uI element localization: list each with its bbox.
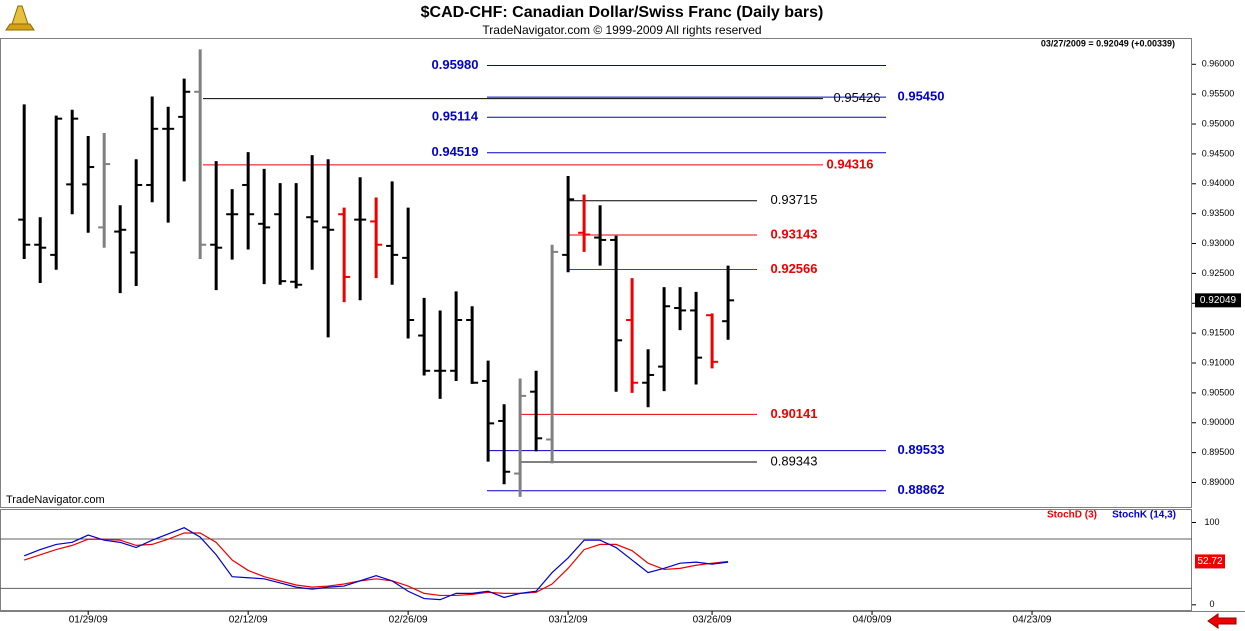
last-value-label: 52.72 <box>1197 556 1222 567</box>
y-tick-label: 0.89500 <box>1202 447 1235 457</box>
level-label: 0.95114 <box>432 109 479 124</box>
level-label: 0.94519 <box>432 144 479 159</box>
y-tick-label: 0.95000 <box>1202 118 1235 128</box>
x-tick-label: 04/09/09 <box>853 615 892 626</box>
last-value-box <box>1195 554 1225 569</box>
y-tick-label: 0.94500 <box>1202 148 1235 158</box>
y-tick-label: 0.90500 <box>1202 387 1235 397</box>
info: 03/27/2009 = 0.92049 (+0.00339) <box>1041 38 1175 48</box>
level-label: 0.95450 <box>898 89 945 104</box>
stoch-line <box>23 527 729 601</box>
legend-entry: StochK (14,3) <box>1112 510 1176 521</box>
level-label: 0.90141 <box>771 406 818 421</box>
level-label: 0.93143 <box>771 226 818 241</box>
x-tick-label: 02/12/09 <box>229 615 268 626</box>
last-price-box <box>1195 293 1241 308</box>
x-tick-label: 01/29/09 <box>69 615 108 626</box>
y-tick-label: 0.93000 <box>1202 238 1235 248</box>
y-tick-label: 0.91500 <box>1202 328 1235 338</box>
stoch-panel <box>0 509 1192 611</box>
y-tick-label: 0.90000 <box>1202 417 1235 427</box>
scroll-arrow[interactable] <box>1207 613 1237 629</box>
x-tick-label: 03/26/09 <box>693 615 732 626</box>
watermark: TradeNavigator.com <box>6 494 105 506</box>
level-label: 0.95980 <box>432 57 479 72</box>
level-label: 0.94316 <box>827 156 874 171</box>
y-tick-label: 0.89000 <box>1202 477 1235 487</box>
chart-title: $CAD-CHF: Canadian Dollar/Swiss Franc (D… <box>421 4 824 21</box>
legend-entry: StochD (3) <box>1047 510 1097 521</box>
y-tick-label: 0.93500 <box>1202 208 1235 218</box>
x-tick-label: 02/26/09 <box>389 615 428 626</box>
level-label: 0.88862 <box>898 482 945 497</box>
level-label: 0.92566 <box>771 261 818 276</box>
logo <box>5 5 35 31</box>
y-tick-label: 0 <box>1209 599 1214 609</box>
level-label: 0.89343 <box>771 453 818 468</box>
last-price-label: 0.92049 <box>1200 295 1237 306</box>
y-tick-label: 0.94000 <box>1202 178 1235 188</box>
y-tick-label: 0.92500 <box>1202 268 1235 278</box>
level-label: 0.93715 <box>771 192 818 207</box>
y-tick-label: 0.95500 <box>1202 89 1235 99</box>
x-tick-label: 04/23/09 <box>1013 615 1052 626</box>
y-tick-label: 0.96000 <box>1202 59 1235 69</box>
y-tick-label: 0.91000 <box>1202 357 1235 367</box>
level-label: 0.89533 <box>898 442 945 457</box>
subtitle: TradeNavigator.com © 1999-2009 All right… <box>482 23 761 37</box>
x-tick-label: 03/12/09 <box>549 615 588 626</box>
price-panel <box>0 38 1192 508</box>
y-tick-label: 100 <box>1204 517 1219 527</box>
